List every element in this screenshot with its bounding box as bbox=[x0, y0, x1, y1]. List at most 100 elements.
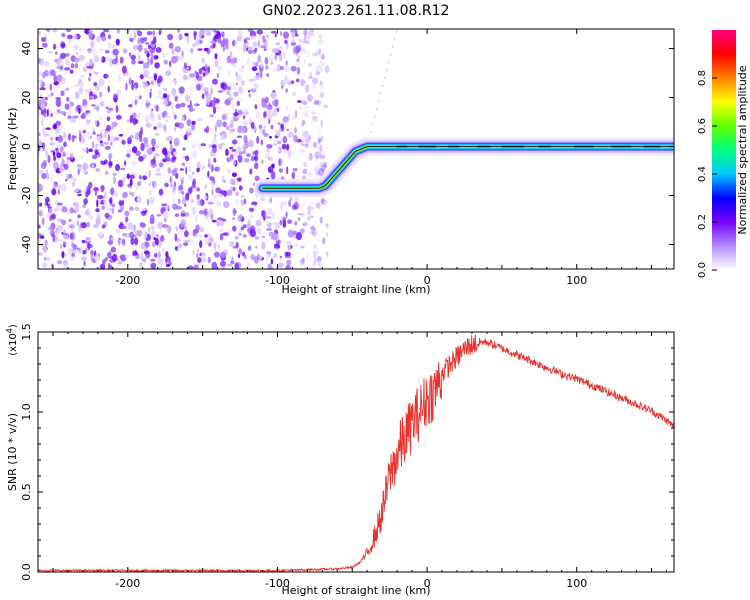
noise-blob bbox=[315, 256, 322, 263]
noise-blob bbox=[250, 88, 257, 93]
snr-x-axis-label: Height of straight line (km) bbox=[281, 584, 430, 597]
noise-blob bbox=[132, 250, 136, 257]
noise-blob bbox=[306, 39, 311, 45]
noise-blob bbox=[261, 159, 264, 164]
noise-blob bbox=[307, 76, 313, 80]
noise-blob bbox=[99, 78, 105, 87]
noise-blob bbox=[101, 36, 107, 42]
noise-blob bbox=[208, 242, 212, 247]
noise-blob bbox=[221, 114, 227, 121]
noise-blob bbox=[148, 190, 153, 196]
noise-blob bbox=[299, 149, 305, 153]
noise-blob bbox=[73, 57, 80, 63]
noise-blob bbox=[128, 104, 133, 108]
noise-blob bbox=[167, 150, 171, 158]
noise-blob bbox=[209, 163, 212, 170]
noise-blob bbox=[296, 58, 300, 63]
noise-blob bbox=[225, 38, 229, 47]
noise-blob bbox=[112, 44, 115, 48]
noise-blob bbox=[284, 65, 290, 72]
noise-blob bbox=[208, 143, 212, 148]
noise-blob bbox=[298, 78, 304, 85]
noise-blob bbox=[267, 263, 272, 269]
noise-blob bbox=[43, 61, 50, 67]
noise-blob bbox=[171, 169, 177, 176]
noise-blob bbox=[157, 258, 164, 263]
noise-blob bbox=[302, 143, 309, 147]
noise-blob bbox=[105, 130, 109, 133]
faint-streak bbox=[363, 29, 398, 157]
noise-blob bbox=[173, 137, 180, 147]
noise-blob bbox=[308, 64, 313, 70]
noise-blob bbox=[74, 44, 78, 51]
noise-blob bbox=[139, 262, 143, 268]
noise-blob bbox=[74, 62, 79, 69]
noise-blob bbox=[189, 100, 192, 107]
noise-blob bbox=[60, 243, 63, 249]
noise-blob bbox=[89, 135, 92, 139]
noise-blob bbox=[72, 181, 76, 187]
noise-blob bbox=[112, 172, 117, 176]
noise-blob bbox=[43, 256, 47, 261]
noise-blob bbox=[248, 207, 255, 212]
noise-blob bbox=[143, 250, 150, 255]
noise-blob bbox=[274, 221, 280, 229]
noise-blob bbox=[38, 210, 43, 217]
noise-blob bbox=[157, 251, 161, 259]
noise-blob bbox=[312, 244, 318, 250]
noise-blob bbox=[174, 95, 178, 102]
noise-blob bbox=[40, 146, 43, 153]
noise-blob bbox=[216, 119, 223, 128]
noise-blob bbox=[49, 83, 53, 92]
noise-blob bbox=[302, 80, 308, 84]
noise-blob bbox=[279, 46, 283, 49]
noise-blob bbox=[54, 208, 58, 212]
spectrogram-x-axis-label: Height of straight line (km) bbox=[281, 283, 430, 296]
noise-blob bbox=[231, 103, 236, 112]
noise-blob bbox=[155, 173, 162, 176]
noise-blob bbox=[273, 247, 280, 251]
noise-blob bbox=[324, 162, 327, 169]
noise-blob bbox=[322, 198, 326, 204]
noise-blob bbox=[249, 214, 254, 219]
noise-blob bbox=[214, 125, 217, 133]
colorbar-tick-label: 0.2 bbox=[697, 214, 708, 230]
noise-blob bbox=[313, 257, 316, 266]
noise-blob bbox=[190, 185, 197, 189]
noise-blob bbox=[250, 225, 256, 233]
noise-blob bbox=[145, 122, 152, 128]
noise-blob bbox=[314, 151, 321, 159]
noise-blob bbox=[214, 53, 218, 60]
noise-blob bbox=[312, 261, 316, 269]
noise-blob bbox=[235, 82, 238, 86]
noise-blob bbox=[185, 166, 188, 175]
noise-blob bbox=[110, 126, 115, 130]
noise-blob bbox=[62, 241, 67, 246]
noise-blob bbox=[280, 124, 285, 132]
noise-blob bbox=[291, 38, 295, 44]
snr-data-point bbox=[426, 395, 428, 397]
noise-blob bbox=[57, 189, 60, 195]
noise-blob bbox=[162, 247, 165, 254]
noise-blob bbox=[217, 90, 224, 93]
noise-blob bbox=[297, 55, 301, 60]
noise-blob bbox=[184, 230, 189, 238]
noise-blob bbox=[53, 161, 59, 170]
snr-plot-frame bbox=[37, 331, 675, 573]
x-tick-label: 0 bbox=[424, 274, 431, 287]
noise-blob bbox=[302, 72, 307, 78]
noise-blob bbox=[199, 29, 205, 37]
snr-data-point bbox=[561, 373, 563, 375]
noise-blob bbox=[103, 199, 108, 205]
noise-blob bbox=[237, 155, 243, 163]
noise-blob bbox=[52, 233, 55, 243]
noise-blob bbox=[200, 143, 207, 147]
noise-blob bbox=[210, 40, 216, 44]
noise-blob bbox=[209, 99, 216, 108]
noise-blob bbox=[196, 187, 201, 192]
noise-blob bbox=[274, 98, 279, 107]
noise-blob bbox=[232, 207, 237, 216]
noise-blob bbox=[186, 38, 190, 45]
noise-blob bbox=[266, 144, 273, 149]
noise-blob bbox=[312, 52, 319, 57]
